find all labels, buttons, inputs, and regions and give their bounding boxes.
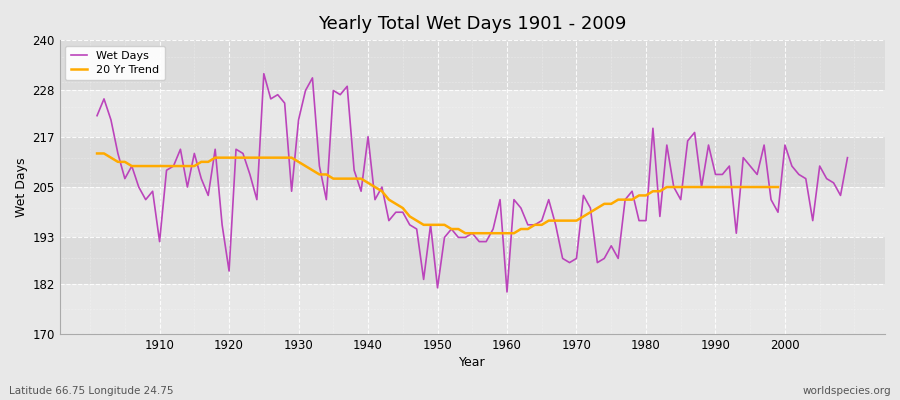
Bar [59,40,885,90]
Title: Yearly Total Wet Days 1901 - 2009: Yearly Total Wet Days 1901 - 2009 [318,15,626,33]
20 Yr Trend [432,222,443,227]
Wet Days [307,76,318,80]
20 Yr Trend [300,164,310,168]
Wet Days [501,290,512,294]
Bar [59,137,885,187]
Wet Days [258,71,269,76]
Wet Days [516,206,526,210]
Wet Days [598,256,609,261]
Wet Days [842,155,853,160]
X-axis label: Year: Year [459,356,486,369]
Line: 20 Yr Trend: 20 Yr Trend [97,154,778,233]
20 Yr Trend [273,155,284,160]
Text: Latitude 66.75 Longitude 24.75: Latitude 66.75 Longitude 24.75 [9,386,174,396]
20 Yr Trend [92,151,103,156]
Wet Days [348,168,359,173]
Legend: Wet Days, 20 Yr Trend: Wet Days, 20 Yr Trend [65,46,165,80]
Bar [59,187,885,238]
Y-axis label: Wet Days: Wet Days [15,157,28,217]
Wet Days [508,197,519,202]
Line: Wet Days: Wet Days [97,74,848,292]
Wet Days [148,189,158,194]
Bar [59,238,885,284]
Text: worldspecies.org: worldspecies.org [803,386,891,396]
Bar [59,284,885,334]
Wet Days [92,113,103,118]
Bar [59,90,885,137]
20 Yr Trend [460,231,471,236]
20 Yr Trend [251,155,262,160]
20 Yr Trend [634,193,644,198]
20 Yr Trend [453,227,464,232]
20 Yr Trend [772,185,783,190]
